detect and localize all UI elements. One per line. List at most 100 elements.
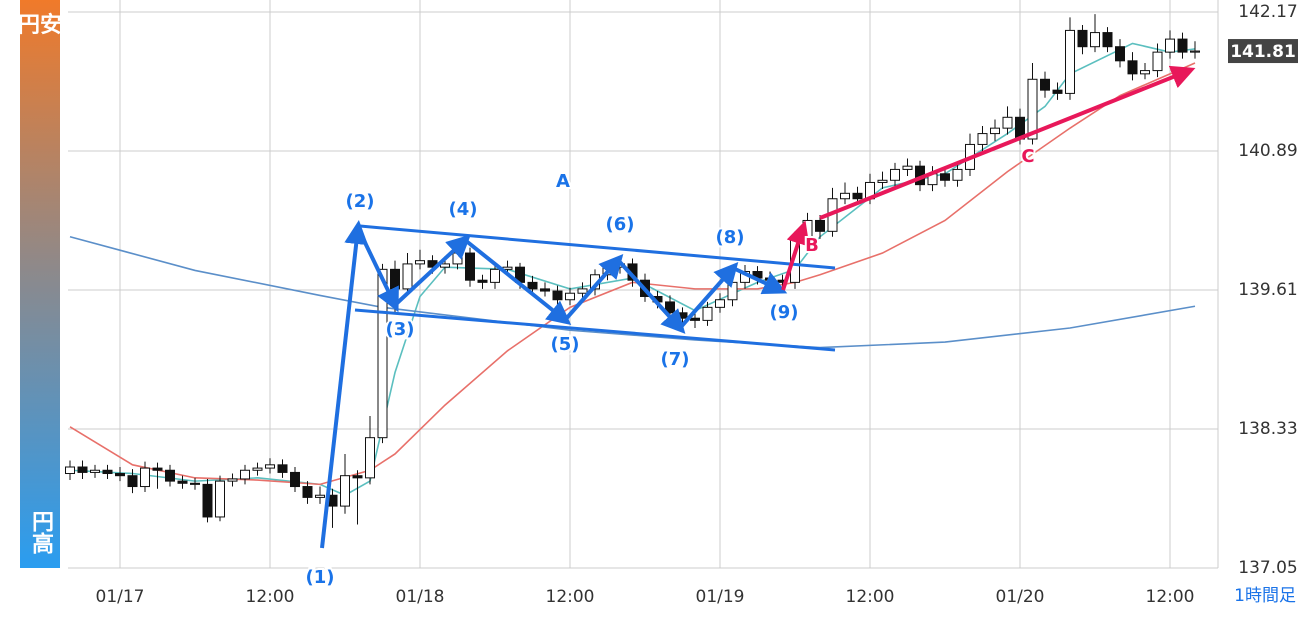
current-price-badge xyxy=(1228,39,1298,64)
candle-body xyxy=(940,173,950,181)
candle-body xyxy=(190,482,200,485)
candle-body xyxy=(490,268,500,283)
annotation-label: (1) xyxy=(306,567,335,588)
annotation-label: (2) xyxy=(346,191,375,212)
candle-body xyxy=(552,290,563,301)
annotation-label: (9) xyxy=(770,302,799,323)
candle-body xyxy=(277,464,288,473)
candle-body xyxy=(1115,46,1125,62)
candle-body xyxy=(577,288,588,294)
candle-body xyxy=(1090,32,1100,48)
candle-body xyxy=(1177,38,1188,53)
annotation-label: B xyxy=(805,235,819,256)
candle-body xyxy=(202,483,213,518)
trend-arrow xyxy=(819,65,1196,220)
candle-body xyxy=(840,192,850,200)
weak-yen-label: 円安 xyxy=(18,12,62,38)
candle-body xyxy=(165,469,175,482)
x-tick-label: 01/18 xyxy=(396,587,445,607)
y-tick-label: 139.61 xyxy=(1238,280,1297,300)
channel-top xyxy=(359,224,836,270)
candle-body xyxy=(1140,70,1150,75)
candle-body xyxy=(565,292,575,301)
candle-body xyxy=(377,268,388,439)
wave-arrow xyxy=(678,262,739,330)
candle-body xyxy=(990,127,1000,135)
candle-body xyxy=(352,475,363,479)
x-tick-label: 01/20 xyxy=(996,587,1045,607)
candle-body xyxy=(702,306,713,321)
candle-body xyxy=(977,133,988,145)
annotation-label: (4) xyxy=(449,199,478,220)
candle-body xyxy=(177,480,188,484)
candle-body xyxy=(715,299,725,308)
candle-body xyxy=(440,263,450,268)
annotation-label: (8) xyxy=(716,227,745,248)
x-tick-label: 12:00 xyxy=(546,587,595,607)
moving-average-line xyxy=(69,42,1196,497)
annotation-label: (5) xyxy=(551,334,580,355)
candle-body xyxy=(1102,32,1113,48)
yen-gradient-bar xyxy=(20,0,60,568)
strong-yen-label: 円高 xyxy=(28,510,54,554)
candle-body xyxy=(402,263,413,290)
y-tick-label: 137.05 xyxy=(1238,558,1297,578)
candle-body xyxy=(852,192,863,200)
candle-body xyxy=(315,494,325,498)
breakout-arrow xyxy=(781,220,810,291)
candle-body xyxy=(527,281,538,290)
candle-body xyxy=(1065,29,1075,94)
candle-body xyxy=(1002,116,1013,129)
wave-arrow xyxy=(732,266,788,295)
candle-body xyxy=(690,317,700,321)
candle-body xyxy=(77,466,88,473)
wave-arrow xyxy=(563,254,624,322)
candle-body xyxy=(390,268,400,290)
candle-body xyxy=(1052,89,1063,94)
candle-body xyxy=(340,475,350,507)
annotation-label: A xyxy=(556,171,570,192)
candle-body xyxy=(1040,78,1050,91)
timeframe-label: 1時間足 xyxy=(1234,586,1296,606)
candle-body xyxy=(127,475,138,488)
candle-body xyxy=(365,437,375,479)
candle-body xyxy=(477,279,488,283)
candle-body xyxy=(140,467,150,488)
candle-body xyxy=(290,471,300,488)
candle-body xyxy=(1165,38,1175,53)
x-tick-label: 01/19 xyxy=(696,587,745,607)
candle-body xyxy=(302,486,313,498)
candle-body xyxy=(415,260,425,265)
candle-body xyxy=(465,252,475,281)
candle-body xyxy=(902,165,913,170)
candle-body xyxy=(815,219,825,232)
candle-body xyxy=(452,252,463,265)
candle-body xyxy=(1027,78,1038,140)
candle-body xyxy=(1152,51,1163,72)
candle-body xyxy=(152,467,163,471)
candle-body xyxy=(890,168,900,181)
candle-body xyxy=(215,480,225,518)
wave-arrow xyxy=(616,258,686,334)
wave-arrow xyxy=(393,234,471,307)
y-tick-label: 142.17 xyxy=(1238,2,1297,22)
wave-arrow xyxy=(463,238,572,325)
candle-body xyxy=(115,473,125,477)
candle-body xyxy=(1127,60,1138,75)
annotation-label: C xyxy=(1021,146,1034,167)
moving-average-line xyxy=(69,235,1196,349)
candle-body xyxy=(1077,29,1088,48)
candle-body xyxy=(240,469,250,480)
candle-body xyxy=(227,478,238,482)
candle-body xyxy=(102,469,113,475)
candle-body xyxy=(727,281,738,301)
candle-body xyxy=(877,179,888,183)
annotation-label: (6) xyxy=(606,214,635,235)
current-price-label: 141.81 xyxy=(1230,42,1296,62)
candle-body xyxy=(252,467,263,471)
wave-arrow xyxy=(320,220,369,549)
annotation-label: (7) xyxy=(661,349,690,370)
x-tick-label: 12:00 xyxy=(846,587,895,607)
x-tick-label: 12:00 xyxy=(1146,587,1195,607)
